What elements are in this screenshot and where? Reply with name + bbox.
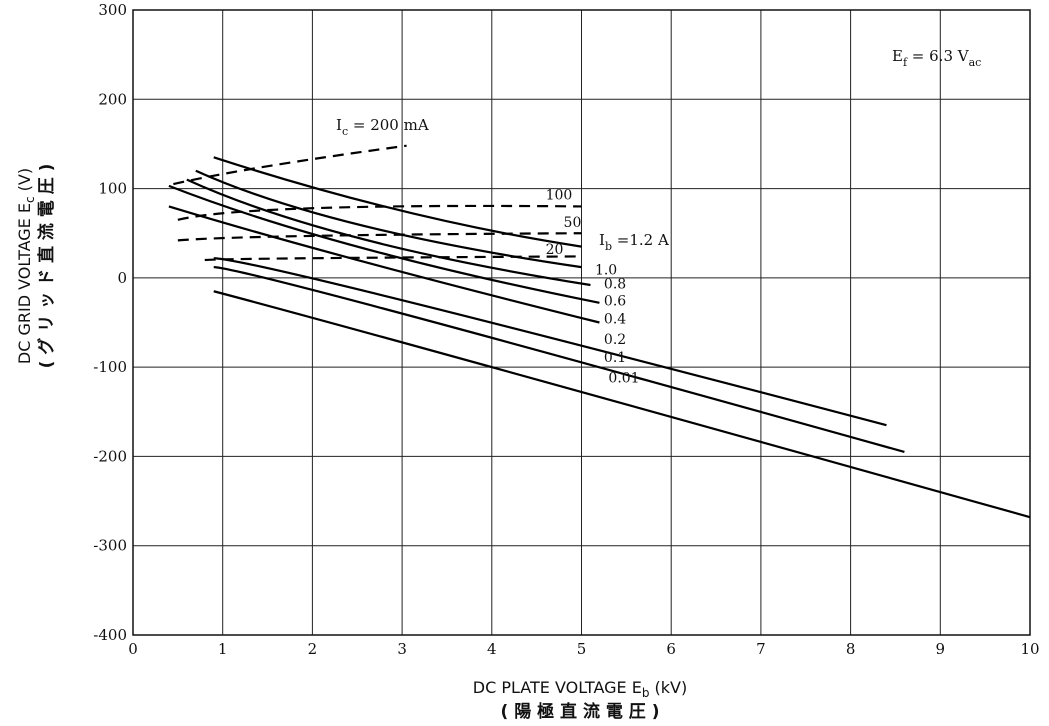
ef-rest: = 6.3 V [907,47,970,65]
x-tick-label: 2 [308,640,318,658]
x-tick-label: 10 [1020,640,1039,658]
y-tick-label: -200 [93,447,127,465]
x-tick-label: 9 [936,640,946,658]
plate-current-curve-0_1 [213,266,905,454]
ef-rest-sub: ac [969,56,982,69]
x-axis-label-jp: ( 陽 極 直 流 電 圧 ) [501,701,660,722]
grid-current-curve-20 [204,255,582,262]
x-axis-label-unit: (kV) [649,678,687,697]
y-axis-label-sub: c [23,196,37,203]
x-tick-label: 7 [756,640,766,658]
y-axis-label-unit: (V) [15,168,34,197]
x-tick-labels: 0 1 2 3 4 5 6 7 8 9 10 [128,640,1039,658]
plate-current-curve-0_01 [213,290,1031,519]
x-tick-label: 1 [218,640,228,658]
x-axis-label-main: DC PLATE VOLTAGE E [473,678,642,697]
y-tick-label: 200 [98,90,127,108]
ef-main: E [892,47,903,65]
curve-label: 50 [564,215,582,231]
gridlines [132,9,1031,636]
grid-current-curve-200 [173,144,407,186]
curve-label: 1.0 [595,262,617,278]
curve-label: 20 [546,242,564,258]
curve-label: 0.4 [604,311,626,327]
y-tick-label: -300 [93,537,127,555]
grid-current-label: Ic = 200 mA [336,116,429,138]
curves [168,144,1031,519]
curve-label: 100 [546,187,573,203]
plate-current-label: Ib =1.2 A [599,231,669,253]
ef-sub: f [903,56,908,69]
y-tick-labels: 300 200 100 0 -100 -200 -300 -400 [93,1,127,644]
x-axis-label-sub: b [642,686,650,700]
ic-rest: = 200 mA [348,116,429,134]
grid-current-curve-50 [177,232,582,242]
filament-voltage-annotation: Ef = 6.3 Vac [892,47,981,69]
x-axis-label: DC PLATE VOLTAGE Eb (kV) [473,678,687,700]
ic-sub: c [342,125,348,138]
plate-current-curve-0_8 [186,178,591,287]
curve-label: 0.8 [604,277,626,293]
x-tick-label: 6 [666,640,676,658]
x-tick-label: 0 [128,640,138,658]
y-axis-label: DC GRID VOLTAGE Ec (V) [15,168,37,364]
x-tick-label: 3 [397,640,407,658]
x-tick-label: 4 [487,640,497,658]
curve-label: 0.2 [604,332,626,348]
x-tick-label: 8 [846,640,856,658]
plate-current-curve-0_2 [213,257,887,427]
plate-current-curve-1_0 [195,169,582,269]
x-tick-label: 5 [577,640,587,658]
y-axis-label-main: DC GRID VOLTAGE E [15,203,34,364]
curve-label: 0.6 [604,294,626,310]
y-tick-label: 100 [98,180,127,198]
ib-rest: =1.2 A [612,231,669,249]
y-tick-label: 0 [117,269,127,287]
plate-current-curve-0_6 [168,184,600,304]
y-tick-label: -100 [93,358,127,376]
y-tick-label: 300 [98,1,127,19]
plate-current-curve-0_4 [168,205,600,324]
y-tick-label: -400 [93,626,127,644]
curve-label: 0.1 [604,350,626,366]
ib-main: I [599,231,605,249]
curve-label: 0.01 [608,370,639,386]
y-axis-label-jp: ( グ リ ッ ド 直 流 電 圧 ) [36,164,57,369]
grid-current-curve-100 [177,204,582,221]
plate-current-curve-1_2 [213,156,582,248]
plot-frame [132,9,1031,636]
ib-sub: b [605,240,612,253]
ic-main: I [336,116,342,134]
